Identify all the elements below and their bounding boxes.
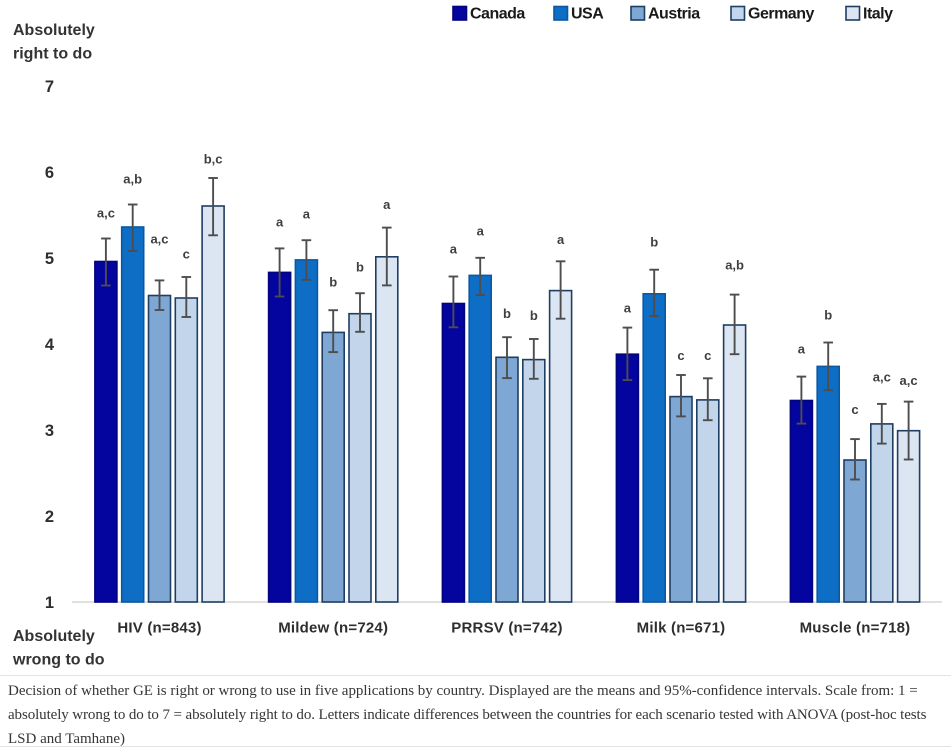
svg-text:1: 1 — [45, 594, 54, 612]
svg-text:USA: USA — [571, 6, 604, 23]
svg-text:a: a — [450, 242, 458, 257]
svg-text:a: a — [383, 197, 391, 212]
svg-text:a,b: a,b — [725, 258, 744, 273]
svg-text:Mildew (n=724): Mildew (n=724) — [278, 620, 388, 637]
svg-text:Milk (n=671): Milk (n=671) — [637, 620, 726, 637]
svg-text:a: a — [276, 215, 284, 230]
svg-text:b: b — [329, 275, 337, 290]
svg-text:Italy: Italy — [863, 6, 893, 23]
svg-text:a,c: a,c — [900, 373, 918, 388]
svg-text:a: a — [557, 232, 565, 247]
svg-text:b: b — [356, 260, 364, 275]
svg-text:Canada: Canada — [470, 6, 525, 23]
svg-text:a: a — [477, 224, 485, 239]
svg-text:a,b: a,b — [123, 172, 142, 187]
svg-text:5: 5 — [45, 250, 54, 268]
svg-text:Austria: Austria — [648, 6, 700, 23]
svg-text:PRRSV (n=742): PRRSV (n=742) — [451, 620, 562, 637]
svg-text:Germany: Germany — [748, 6, 814, 23]
svg-text:right to do: right to do — [13, 46, 92, 63]
svg-text:Muscle (n=718): Muscle (n=718) — [800, 620, 911, 637]
svg-text:c: c — [704, 348, 711, 363]
svg-text:Absolutely: Absolutely — [13, 628, 95, 645]
svg-text:b: b — [503, 306, 511, 321]
svg-text:a: a — [624, 301, 632, 316]
svg-text:a: a — [303, 207, 311, 222]
svg-text:3: 3 — [45, 422, 54, 440]
svg-text:c: c — [851, 402, 858, 417]
svg-text:c: c — [677, 348, 684, 363]
svg-text:2: 2 — [45, 508, 54, 526]
svg-text:7: 7 — [45, 78, 54, 96]
svg-text:a,c: a,c — [97, 206, 115, 221]
svg-text:4: 4 — [45, 336, 55, 354]
svg-text:6: 6 — [45, 164, 54, 182]
svg-text:wrong to do: wrong to do — [12, 652, 105, 669]
svg-text:a: a — [798, 342, 806, 357]
svg-text:HIV (n=843): HIV (n=843) — [117, 620, 201, 637]
svg-text:a,c: a,c — [150, 232, 168, 247]
svg-text:a,c: a,c — [873, 370, 891, 385]
svg-text:c: c — [183, 247, 190, 262]
svg-text:b,c: b,c — [204, 152, 223, 167]
svg-text:b: b — [650, 235, 658, 250]
svg-text:b: b — [824, 308, 832, 323]
svg-text:Absolutely: Absolutely — [13, 22, 95, 39]
svg-text:b: b — [530, 308, 538, 323]
